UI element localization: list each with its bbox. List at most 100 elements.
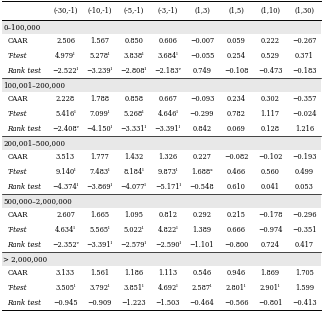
Text: 2.587ˡ: 2.587ˡ — [192, 284, 212, 292]
Text: 2.607: 2.607 — [56, 211, 75, 219]
Text: 0.560: 0.560 — [261, 168, 280, 176]
Text: 8.184ˡ: 8.184ˡ — [123, 168, 144, 176]
Text: 0.529: 0.529 — [261, 52, 280, 60]
Text: T-test: T-test — [7, 284, 27, 292]
Text: 0.666: 0.666 — [227, 226, 245, 234]
Text: 1.561: 1.561 — [90, 269, 109, 277]
Text: −0.007: −0.007 — [190, 37, 214, 45]
Text: −0.024: −0.024 — [292, 110, 317, 118]
Text: 1.688ˣ: 1.688ˣ — [191, 168, 213, 176]
Text: 2.506: 2.506 — [56, 37, 75, 45]
Text: CAAR: CAAR — [7, 37, 28, 45]
Text: 0.215: 0.215 — [227, 211, 245, 219]
Text: 5.416ˡ: 5.416ˡ — [55, 110, 76, 118]
Text: −2.408ᵛ: −2.408ᵛ — [52, 125, 79, 133]
Text: −0.178: −0.178 — [258, 211, 282, 219]
Text: 4.822ˡ: 4.822ˡ — [157, 226, 178, 234]
Text: 0.782: 0.782 — [227, 110, 245, 118]
Text: 3.838ˡ: 3.838ˡ — [123, 52, 144, 60]
Text: −3.869ˡ: −3.869ˡ — [87, 183, 113, 191]
Text: 3.851ˡ: 3.851ˡ — [123, 284, 144, 292]
Text: −0.945: −0.945 — [53, 299, 78, 307]
Text: 9.873ˡ: 9.873ˡ — [158, 168, 178, 176]
Text: 0.227: 0.227 — [193, 153, 212, 161]
Text: (1,10): (1,10) — [260, 7, 280, 15]
Bar — [2, 21, 321, 34]
Text: −0.102: −0.102 — [258, 153, 282, 161]
Text: −0.108: −0.108 — [224, 67, 248, 75]
Text: 1.665: 1.665 — [90, 211, 109, 219]
Text: −3.391ˡ: −3.391ˡ — [87, 241, 113, 249]
Text: −0.082: −0.082 — [224, 153, 248, 161]
Text: −0.193: −0.193 — [292, 153, 317, 161]
Bar — [2, 137, 321, 150]
Text: −0.351: −0.351 — [292, 226, 317, 234]
Text: (-3,-1): (-3,-1) — [158, 7, 178, 15]
Text: 0.946: 0.946 — [226, 269, 246, 277]
Text: −0.909: −0.909 — [88, 299, 112, 307]
Text: 200,001–500,000: 200,001–500,000 — [3, 139, 65, 147]
Text: −2.183ᵛ: −2.183ᵛ — [154, 67, 182, 75]
Text: 1.095: 1.095 — [124, 211, 143, 219]
Text: −0.413: −0.413 — [292, 299, 317, 307]
Text: −0.055: −0.055 — [190, 52, 214, 60]
Text: Rank test: Rank test — [7, 241, 41, 249]
Text: −2.522ˡ: −2.522ˡ — [52, 67, 78, 75]
Text: −3.391ˡ: −3.391ˡ — [155, 125, 181, 133]
Text: 1.705: 1.705 — [295, 269, 314, 277]
Text: −2.352ᵛ: −2.352ᵛ — [52, 241, 79, 249]
Text: (-30,-1): (-30,-1) — [53, 7, 78, 15]
Text: 0.222: 0.222 — [261, 37, 280, 45]
Text: 3.792ˡ: 3.792ˡ — [89, 284, 110, 292]
Text: 1.326: 1.326 — [158, 153, 177, 161]
Text: −4.077ˡ: −4.077ˡ — [121, 183, 147, 191]
Text: 1.186: 1.186 — [124, 269, 143, 277]
Text: 1.389: 1.389 — [193, 226, 212, 234]
Text: 1.216: 1.216 — [295, 125, 314, 133]
Text: T-test: T-test — [7, 168, 27, 176]
Text: 100,001–200,000: 100,001–200,000 — [3, 81, 65, 89]
Text: 7.099ˡ: 7.099ˡ — [89, 110, 110, 118]
Text: −4.374ˡ: −4.374ˡ — [52, 183, 79, 191]
Text: T-test: T-test — [7, 110, 27, 118]
Text: 0.234: 0.234 — [226, 95, 246, 103]
Text: (1,5): (1,5) — [228, 7, 244, 15]
Text: −2.590ˡ: −2.590ˡ — [155, 241, 181, 249]
Text: 1.113: 1.113 — [158, 269, 177, 277]
Text: 9.140ˡ: 9.140ˡ — [55, 168, 76, 176]
Text: 0.059: 0.059 — [227, 37, 245, 45]
Text: −0.464: −0.464 — [190, 299, 214, 307]
Text: 0.749: 0.749 — [193, 67, 212, 75]
Text: 1.599: 1.599 — [295, 284, 314, 292]
Text: 0.850: 0.850 — [124, 37, 143, 45]
Text: 3.513: 3.513 — [56, 153, 75, 161]
Text: −0.267: −0.267 — [292, 37, 317, 45]
Text: 0.292: 0.292 — [193, 211, 212, 219]
Text: Rank test: Rank test — [7, 299, 41, 307]
Text: −0.357: −0.357 — [292, 95, 317, 103]
Text: (1,3): (1,3) — [194, 7, 210, 15]
Text: −3.331ˡ: −3.331ˡ — [120, 125, 147, 133]
Text: −0.548: −0.548 — [190, 183, 214, 191]
Text: 5.268ˡ: 5.268ˡ — [123, 110, 144, 118]
Text: 1.117: 1.117 — [261, 110, 280, 118]
Text: 0.417: 0.417 — [295, 241, 314, 249]
Text: 4.634ˡ: 4.634ˡ — [55, 226, 76, 234]
Text: T-test: T-test — [7, 52, 27, 60]
Text: 2.228: 2.228 — [56, 95, 75, 103]
Text: CAAR: CAAR — [7, 153, 28, 161]
Text: −0.974: −0.974 — [258, 226, 282, 234]
Text: 0.858: 0.858 — [124, 95, 143, 103]
Text: 0.371: 0.371 — [295, 52, 314, 60]
Text: 2.801ˡ: 2.801ˡ — [226, 284, 246, 292]
Text: 3.505ˡ: 3.505ˡ — [55, 284, 76, 292]
Text: (-5,-1): (-5,-1) — [124, 7, 144, 15]
Text: 0.128: 0.128 — [261, 125, 280, 133]
Text: 500,000–2,000,000: 500,000–2,000,000 — [3, 197, 72, 205]
Text: 0.610: 0.610 — [227, 183, 245, 191]
Text: −2.579ˡ: −2.579ˡ — [121, 241, 147, 249]
Text: −0.473: −0.473 — [258, 67, 282, 75]
Text: −0.800: −0.800 — [224, 241, 248, 249]
Text: −3.239ˡ: −3.239ˡ — [87, 67, 113, 75]
Text: 4.692ˡ: 4.692ˡ — [157, 284, 178, 292]
